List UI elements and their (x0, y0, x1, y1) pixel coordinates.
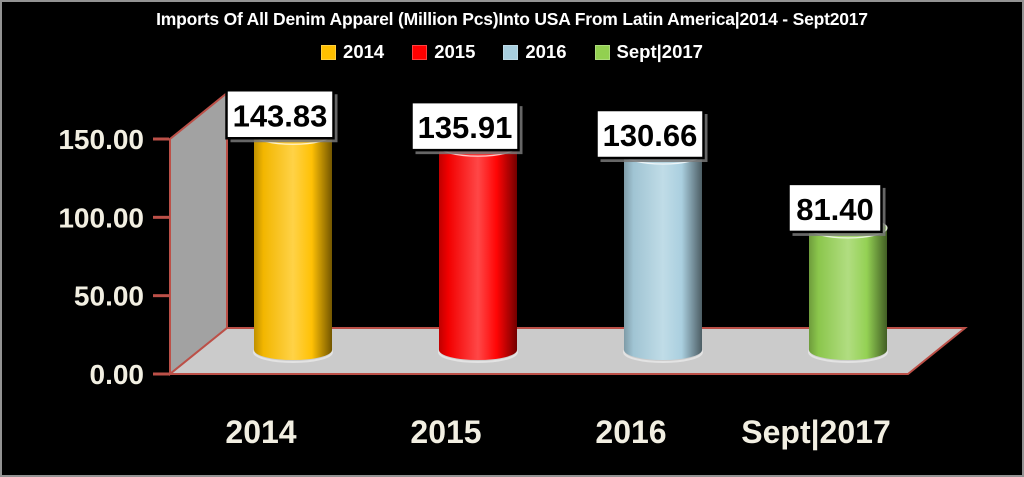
legend-item-2014: 2014 (321, 41, 384, 63)
y-tick-label: 150.00 (58, 124, 144, 155)
value-label-2016: 130.66 (595, 108, 708, 163)
legend-item-Sept|2017: Sept|2017 (594, 41, 703, 63)
legend-item-2016: 2016 (503, 41, 567, 63)
chart-wall (169, 90, 228, 377)
chart-floor (167, 327, 968, 375)
value-label-2014: 143.83 (225, 89, 338, 143)
y-tick-label: 0.00 (90, 359, 145, 390)
cylinder-Sept|2017 (808, 217, 888, 363)
legend-swatch-2016 (503, 44, 519, 60)
value-label-Sept|2017: 81.40 (787, 182, 886, 236)
y-tick-label: 100.00 (58, 202, 144, 233)
legend-label: 2014 (343, 41, 385, 62)
legend: 2014 2015 2016 Sept|2017 (2, 41, 1022, 63)
cylinder-2016 (623, 143, 703, 363)
value-label-2015: 135.91 (410, 100, 523, 155)
cylinder-2015 (438, 135, 518, 363)
legend-label: 2015 (434, 41, 476, 62)
x-label-2015: 2015 (410, 414, 481, 450)
x-label-Sept|2017: Sept|2017 (741, 414, 890, 450)
chart-title: Imports Of All Denim Apparel (Million Pc… (156, 9, 868, 29)
legend-swatch-Sept|2017 (594, 44, 610, 60)
y-tick-label: 50.00 (74, 281, 144, 312)
svg-text:130.66: 130.66 (603, 118, 698, 153)
legend-swatch-2015 (412, 44, 428, 60)
legend-label: 2016 (525, 41, 567, 62)
legend-label: Sept|2017 (616, 41, 703, 62)
x-label-2014: 2014 (225, 414, 296, 450)
svg-text:135.91: 135.91 (418, 110, 513, 145)
cylinder-2014 (253, 123, 333, 363)
x-label-2016: 2016 (595, 414, 666, 450)
legend-swatch-2014 (321, 44, 337, 60)
svg-text:143.83: 143.83 (233, 98, 328, 133)
svg-text:81.40: 81.40 (796, 192, 874, 227)
legend-item-2015: 2015 (412, 41, 475, 63)
